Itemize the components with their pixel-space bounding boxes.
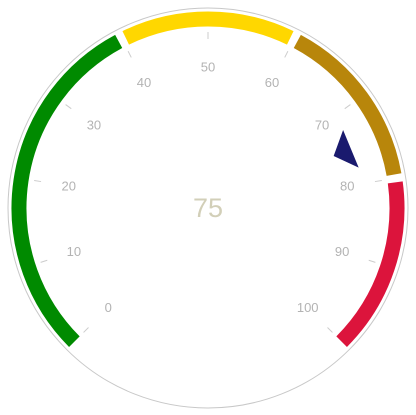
gauge-tick-label-60: 60 — [265, 75, 279, 90]
gauge-tick-60 — [284, 50, 289, 58]
gauge-value-label: 75 — [193, 193, 223, 223]
gauge-tick-20 — [34, 179, 42, 183]
gauge-tick-label-80: 80 — [340, 178, 354, 193]
gauge-tick-100 — [327, 327, 333, 333]
gauge-tick-label-10: 10 — [67, 244, 81, 259]
gauge-band-60-80 — [293, 34, 402, 176]
gauge-needle-pointer — [333, 130, 359, 168]
gauge-band-80-100 — [336, 181, 405, 347]
gauge-tick-label-50: 50 — [201, 60, 215, 75]
gauge-tick-label-40: 40 — [137, 75, 151, 90]
gauge-tick-label-20: 20 — [62, 178, 76, 193]
gauge-rim — [7, 7, 409, 409]
gauge-tick-90 — [368, 259, 376, 263]
gauge-tick-label-100: 100 — [297, 300, 319, 315]
gauge-tick-label-70: 70 — [315, 118, 329, 133]
gauge-tick-70 — [344, 104, 351, 110]
gauge-tick-labels: 0 10 20 30 40 50 60 70 80 90 100 — [62, 60, 355, 316]
gauge-tick-0 — [83, 327, 89, 333]
gauge-band-0-40 — [11, 34, 123, 347]
gauge-tick-label-30: 30 — [87, 118, 101, 133]
gauge-ticks — [34, 32, 382, 333]
gauge-tick-label-90: 90 — [335, 244, 349, 259]
gauge-tick-40 — [127, 50, 132, 58]
gauge-bands — [11, 11, 405, 347]
gauge-tick-30 — [65, 104, 72, 110]
gauge-tick-10 — [40, 259, 48, 263]
gauge-tick-label-0: 0 — [105, 300, 112, 315]
gauge-band-40-60 — [122, 11, 294, 45]
gauge-tick-80 — [374, 179, 382, 183]
